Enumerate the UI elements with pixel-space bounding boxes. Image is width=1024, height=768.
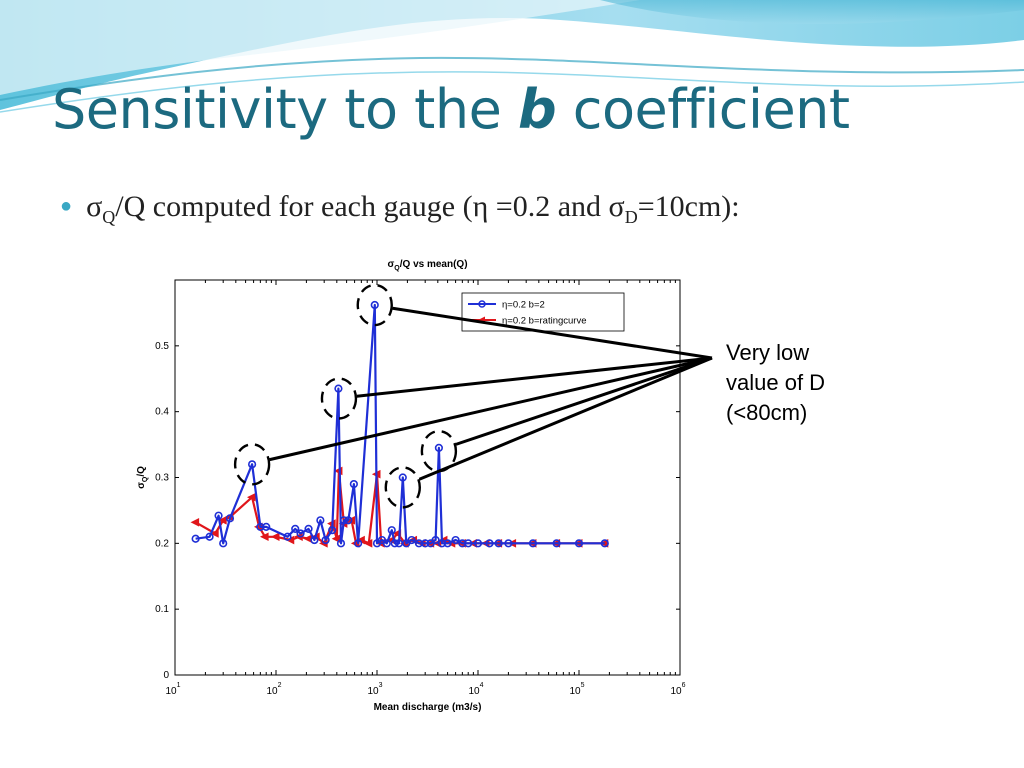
series-point-0 (464, 539, 473, 548)
y-tick-label: 0 (163, 670, 169, 681)
x-axis-label: Mean discharge (m3/s) (374, 702, 482, 713)
series-point-0 (443, 539, 452, 548)
bullet-sub-d: D (624, 207, 638, 227)
series-point-0 (316, 516, 325, 525)
callout-label: Very low value of D (<80cm) (726, 338, 825, 428)
series-point-0 (191, 534, 200, 543)
y-tick-label: 0.3 (155, 473, 169, 484)
y-label-rest: /Q (136, 466, 147, 477)
series-point-0 (214, 511, 223, 520)
series-point-0 (354, 539, 363, 548)
series-point-0 (390, 539, 399, 548)
series-point-0 (552, 539, 561, 548)
series-point-0 (291, 524, 300, 533)
callout-line-3: (<80cm) (726, 400, 808, 425)
x-tick-label: 105 (569, 682, 584, 697)
callout-line-1: Very low (726, 340, 810, 365)
bullet-text-1: /Q computed for each gauge (η =0.2 and σ (115, 190, 625, 223)
series-point-0 (431, 535, 440, 545)
series-point-1 (190, 517, 200, 527)
series-point-1 (259, 532, 269, 542)
x-tick-base: 10 (670, 686, 682, 697)
series-point-0 (283, 532, 292, 541)
series-point-0 (600, 539, 609, 548)
series-point-0 (382, 539, 391, 548)
chart-title-sub: Q (394, 265, 400, 272)
series-point-0 (528, 539, 538, 548)
series-point-0 (473, 539, 483, 548)
series-point-0 (451, 535, 460, 545)
series-point-0 (328, 526, 337, 535)
series-point-0 (437, 539, 447, 548)
chart-title: σQ/Q vs mean(Q) (387, 259, 467, 272)
y-axis-label: σQ/Q (136, 466, 149, 489)
series-point-0 (225, 514, 235, 523)
chart-title-rest: /Q vs mean(Q) (400, 259, 468, 270)
legend-label-1: η=0.2 b=ratingcurve (502, 316, 587, 327)
series-point-0 (349, 479, 358, 489)
x-tick-label: 106 (670, 682, 685, 697)
y-tick-label: 0.1 (155, 604, 169, 615)
x-tick-base: 10 (367, 686, 379, 697)
series-point-0 (336, 539, 346, 548)
series-point-1 (210, 529, 219, 538)
series-point-0 (296, 529, 305, 538)
x-tick-label: 103 (367, 682, 382, 697)
series-point-1 (218, 515, 227, 525)
series-point-0 (205, 532, 214, 541)
x-tick-base: 10 (468, 686, 480, 697)
y-tick-label: 0.2 (155, 538, 169, 549)
x-tick-exp: 1 (177, 682, 181, 689)
x-tick-exp: 6 (682, 682, 686, 689)
series-point-0 (339, 516, 348, 525)
x-tick-base: 10 (266, 686, 278, 697)
x-tick-exp: 3 (379, 682, 383, 689)
x-tick-exp: 2 (278, 682, 282, 689)
y-tick-label: 0.4 (155, 407, 169, 418)
series-point-0 (574, 539, 584, 548)
page-title: Sensitivity to the b coefficient (52, 78, 850, 141)
bullet-sigma: σ (86, 190, 103, 223)
title-prefix: Sensitivity to the (52, 78, 518, 141)
series-point-0 (485, 539, 494, 548)
series-point-1 (270, 532, 280, 542)
x-tick-base: 10 (569, 686, 581, 697)
callout-line-2: value of D (726, 370, 826, 395)
title-emphasis: b (517, 78, 557, 141)
legend-label-0: η=0.2 b=2 (502, 300, 545, 311)
series-point-0 (344, 516, 353, 525)
series-point-0 (262, 522, 271, 531)
series-point-0 (219, 539, 228, 548)
x-tick-label: 104 (468, 682, 483, 697)
series-point-1 (246, 492, 256, 502)
x-tick-label: 102 (266, 682, 281, 697)
series-point-1 (363, 539, 373, 548)
plot-frame (174, 279, 681, 676)
bullet-dot-icon: ● (60, 195, 73, 217)
chart-title-sigma: σ (387, 259, 394, 270)
series-point-0 (304, 524, 313, 533)
series-point-0 (407, 535, 416, 545)
bullet-sub-q: Q (102, 207, 116, 227)
x-tick-label: 101 (165, 682, 180, 697)
series-point-0 (321, 535, 330, 545)
series-point-0 (494, 539, 503, 548)
x-tick-base: 10 (165, 686, 177, 697)
series-point-0 (310, 535, 319, 545)
series-point-0 (387, 526, 396, 535)
bullet-item: ● σQ/Q computed for each gauge (η =0.2 an… (60, 190, 740, 228)
series-point-0 (504, 539, 513, 548)
y-tick-label: 0.5 (155, 341, 169, 352)
y-label-sigma: σ (136, 482, 147, 489)
header-wave-decoration (0, 0, 1024, 113)
series-point-0 (421, 539, 430, 548)
bullet-text-2: =10cm): (637, 190, 740, 223)
sigma-q-chart: σQ/Q vs mean(Q)00.10.20.30.40.5101102103… (130, 255, 690, 720)
title-suffix: coefficient (556, 78, 850, 141)
x-tick-exp: 4 (480, 682, 484, 689)
y-label-sub: Q (142, 476, 149, 482)
x-tick-exp: 5 (581, 682, 585, 689)
